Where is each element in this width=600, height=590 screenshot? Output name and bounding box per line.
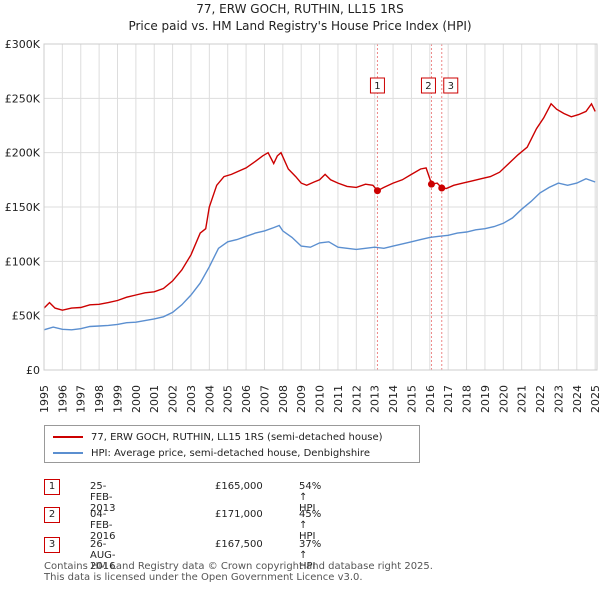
y-tick-label: £100K bbox=[5, 255, 41, 268]
transaction-badge-label: 3 bbox=[448, 81, 454, 92]
footer-copyright: Contains HM Land Registry data © Crown c… bbox=[44, 561, 433, 572]
transaction-hpi-change: 45% ↑ HPI bbox=[299, 509, 322, 542]
transaction-price: £167,500 bbox=[215, 539, 263, 550]
transaction-badge-label: 2 bbox=[425, 81, 431, 92]
chart-title: 77, ERW GOCH, RUTHIN, LL15 1RS bbox=[196, 2, 404, 16]
x-tick-label: 2007 bbox=[258, 385, 271, 413]
x-tick-label: 2013 bbox=[369, 385, 382, 413]
x-tick-label: 2011 bbox=[332, 385, 345, 413]
x-tick-label: 2018 bbox=[461, 385, 474, 413]
x-tick-label: 2002 bbox=[167, 385, 180, 413]
y-tick-label: £250K bbox=[5, 92, 41, 105]
transaction-price: £171,000 bbox=[215, 509, 263, 520]
transaction-badge-label: 1 bbox=[374, 81, 380, 92]
legend-swatch-property bbox=[53, 436, 83, 438]
x-tick-label: 1999 bbox=[111, 385, 124, 413]
x-tick-label: 1997 bbox=[75, 385, 88, 413]
x-tick-label: 2019 bbox=[479, 385, 492, 413]
x-tick-label: 2004 bbox=[203, 385, 216, 413]
x-tick-label: 1995 bbox=[38, 385, 51, 413]
x-tick-label: 2010 bbox=[314, 385, 327, 413]
x-tick-label: 2022 bbox=[534, 385, 547, 413]
legend-swatch-hpi bbox=[53, 452, 83, 454]
y-tick-label: £50K bbox=[12, 310, 41, 323]
transaction-date: 04-FEB-2016 bbox=[90, 509, 116, 542]
transaction-number-badge: 3 bbox=[44, 537, 60, 553]
legend-item-property: 77, ERW GOCH, RUTHIN, LL15 1RS (semi-det… bbox=[53, 429, 383, 445]
price-chart: £0 £50K £100K £150K £200K £250K £300K 1995 1996 1… bbox=[5, 38, 600, 413]
x-tick-label: 2015 bbox=[405, 385, 418, 413]
y-tick-label: £150K bbox=[5, 201, 41, 214]
x-tick-label: 2017 bbox=[442, 385, 455, 413]
transaction-hpi-change: 54% ↑ HPI bbox=[299, 481, 322, 514]
x-tick-label: 2020 bbox=[497, 385, 510, 413]
legend-item-hpi: HPI: Average price, semi-detached house,… bbox=[53, 445, 370, 461]
x-tick-label: 2005 bbox=[222, 385, 235, 413]
x-tick-label: 2023 bbox=[552, 385, 565, 413]
transaction-point bbox=[438, 184, 446, 192]
x-tick-label: 2006 bbox=[240, 385, 253, 413]
legend: 77, ERW GOCH, RUTHIN, LL15 1RS (semi-det… bbox=[44, 425, 420, 463]
transaction-date: 25-FEB-2013 bbox=[90, 481, 116, 514]
transaction-point bbox=[427, 180, 435, 188]
transaction-badge bbox=[443, 77, 459, 94]
transaction-badge bbox=[369, 77, 385, 94]
transaction-hpi-change: 37% ↑ HPI bbox=[299, 539, 322, 572]
legend-label-hpi: HPI: Average price, semi-detached house,… bbox=[91, 447, 370, 459]
legend-label-property: 77, ERW GOCH, RUTHIN, LL15 1RS (semi-det… bbox=[91, 431, 383, 443]
x-tick-label: 2009 bbox=[295, 385, 308, 413]
transaction-badge bbox=[420, 77, 436, 94]
footer: Contains HM Land Registry data © Crown c… bbox=[44, 561, 433, 583]
transaction-number-badge: 1 bbox=[44, 479, 60, 495]
transaction-number-badge: 2 bbox=[44, 507, 60, 523]
chart-subtitle: Price paid vs. HM Land Registry's House … bbox=[128, 19, 472, 33]
x-tick-label: 1996 bbox=[56, 385, 69, 413]
x-tick-label: 2003 bbox=[185, 385, 198, 413]
x-tick-label: 2014 bbox=[387, 385, 400, 413]
x-tick-label: 2001 bbox=[148, 385, 161, 413]
transaction-date: 26-AUG-2016 bbox=[90, 539, 116, 572]
x-tick-label: 2008 bbox=[277, 385, 290, 413]
transaction-point bbox=[373, 187, 381, 195]
x-tick-label: 2025 bbox=[589, 385, 600, 413]
x-tick-label: 2016 bbox=[424, 385, 437, 413]
x-tick-label: 2021 bbox=[516, 385, 529, 413]
y-tick-label: £200K bbox=[5, 147, 41, 160]
x-tick-label: 2024 bbox=[571, 385, 584, 413]
transaction-price: £165,000 bbox=[215, 481, 263, 492]
y-tick-label: £300K bbox=[5, 38, 41, 51]
x-tick-label: 2000 bbox=[130, 385, 143, 413]
series-line bbox=[43, 102, 596, 311]
x-tick-label: 1998 bbox=[93, 385, 106, 413]
series-line bbox=[43, 177, 596, 331]
plot-border bbox=[43, 43, 598, 371]
x-tick-label: 2012 bbox=[350, 385, 363, 413]
y-tick-label: £0 bbox=[26, 364, 40, 377]
footer-licence: This data is licensed under the Open Gov… bbox=[44, 572, 363, 583]
